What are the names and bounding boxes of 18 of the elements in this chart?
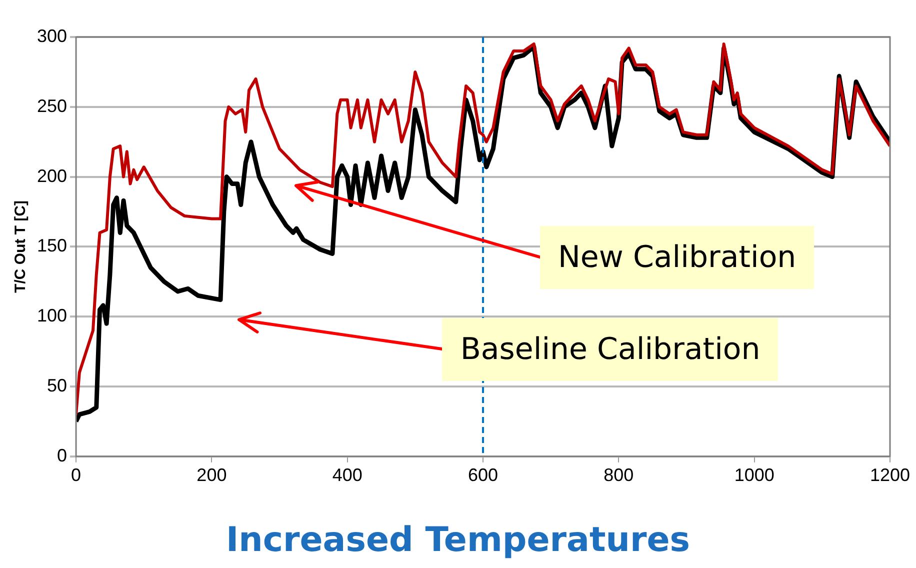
y-tick-label: 200 xyxy=(36,166,68,186)
x-tick-label: 400 xyxy=(332,465,362,486)
x-tick-label: 0 xyxy=(71,465,82,486)
x-tick-label: 200 xyxy=(196,465,227,486)
y-tick-label: 0 xyxy=(57,445,68,466)
y-tick-label: 50 xyxy=(47,375,68,396)
y-axis-title: T/C Out T [C] xyxy=(12,200,30,293)
y-tick-label: 250 xyxy=(36,96,68,116)
annotation: Baseline Calibration xyxy=(442,318,778,381)
annotation: New Calibration xyxy=(540,226,814,289)
x-tick-label: 1200 xyxy=(870,465,910,486)
y-tick-label: 150 xyxy=(36,236,68,256)
text: Increased Temperatures xyxy=(224,520,692,560)
y-tick-label: 100 xyxy=(36,306,68,326)
y-tick-label: 300 xyxy=(36,26,68,46)
x-tick-label: 800 xyxy=(604,465,634,486)
x-tick-label: 600 xyxy=(468,465,498,486)
x-tick-label: 1000 xyxy=(734,465,774,486)
